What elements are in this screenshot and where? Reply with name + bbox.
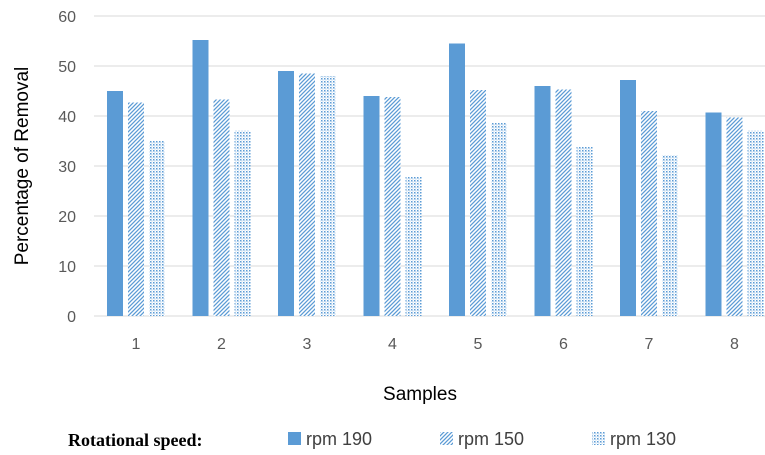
x-tick-label: 6 [559,336,568,353]
bar [534,86,551,316]
legend: rpm 190 rpm 150 rpm 130 [288,429,676,449]
bar [384,97,401,316]
legend-label: rpm 190 [306,429,372,449]
bar [107,91,123,316]
y-tick-label: 60 [58,9,76,26]
y-tick-labels: 0 10 20 30 40 50 60 [58,9,76,326]
x-tick-label: 3 [303,336,312,353]
bar [726,117,743,316]
legend-title: Rotational speed: [68,430,203,450]
y-axis-title: Percentage of Removal [12,67,33,266]
bar [662,155,678,316]
bar [363,96,380,316]
y-tick-label: 20 [58,209,76,226]
y-tick-label: 10 [58,259,76,276]
bar [320,76,336,316]
bar [555,89,572,316]
x-tick-label: 1 [132,336,141,353]
y-tick-label: 30 [58,159,76,176]
bar [278,71,294,316]
legend-label: rpm 130 [610,429,676,449]
bar [405,177,422,316]
bar [149,141,165,316]
x-tick-label: 2 [217,336,226,353]
legend-swatch [592,432,605,445]
bar [213,99,230,316]
x-tick-label: 5 [474,336,483,353]
x-tick-label: 4 [388,336,397,353]
legend-label: rpm 150 [458,429,524,449]
bar [747,130,764,316]
bar [192,40,209,316]
bar [449,43,465,316]
x-axis-title: Samples [383,384,457,405]
bar [576,147,593,316]
x-tick-labels: 1 2 3 4 5 6 7 8 [132,336,740,353]
x-tick-label: 7 [645,336,654,353]
y-tick-label: 0 [67,309,76,326]
bar [470,90,486,316]
bar [620,80,636,316]
x-tick-label: 8 [730,336,739,353]
bar [705,112,722,316]
bar [491,122,507,316]
bar [299,73,315,316]
legend-swatch [288,432,301,445]
bar [128,102,144,316]
y-tick-label: 40 [58,109,76,126]
bar [641,111,657,316]
bar [234,130,251,316]
legend-swatch [440,432,453,445]
bars [107,40,764,316]
y-tick-label: 50 [58,59,76,76]
